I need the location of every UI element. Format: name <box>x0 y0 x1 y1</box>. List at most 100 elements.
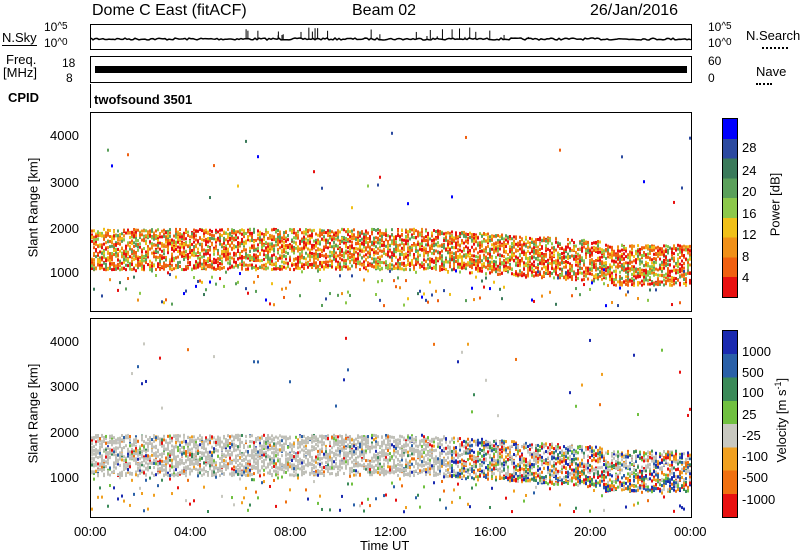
echo-cell <box>209 263 211 267</box>
echo-cell <box>109 473 111 477</box>
echo-cell <box>505 257 507 261</box>
echo-cell <box>651 282 653 286</box>
echo-cell <box>95 237 97 241</box>
echo-cell <box>571 238 573 242</box>
echo-cell <box>679 255 681 259</box>
echo-cell <box>511 272 513 276</box>
echo-cell <box>127 447 129 451</box>
echo-cell <box>649 276 651 280</box>
echo-cell <box>99 445 101 449</box>
echo-cell <box>559 256 561 260</box>
echo-cell <box>181 268 183 272</box>
echo-cell <box>347 257 349 261</box>
echo-cell <box>217 252 219 256</box>
echo-cell <box>663 263 665 267</box>
echo-cell <box>333 237 335 241</box>
echo-cell <box>333 231 335 235</box>
echo-cell <box>639 259 641 263</box>
echo-cell <box>257 249 259 253</box>
echo-cell <box>493 242 495 246</box>
echo-cell <box>267 258 269 262</box>
echo-cell <box>651 267 653 271</box>
echo-cell <box>245 267 247 271</box>
echo-cell <box>609 267 611 271</box>
echo-cell <box>153 434 155 438</box>
echo-cell <box>219 254 221 258</box>
echo-cell <box>369 236 371 240</box>
echo-cell <box>527 266 529 270</box>
echo-cell <box>655 267 657 271</box>
echo-cell <box>559 242 561 246</box>
echo-cell <box>289 244 291 248</box>
echo-cell <box>187 233 189 237</box>
echo-cell <box>185 240 187 244</box>
echo-cell <box>675 277 677 281</box>
echo-cell <box>155 458 157 462</box>
noise-tick-left-top-exp: ^5 <box>57 21 68 32</box>
echo-cell <box>95 469 97 473</box>
echo-cell <box>409 262 411 266</box>
echo-cell <box>659 250 661 254</box>
echo-cell <box>389 235 391 239</box>
echo-cell <box>663 266 665 270</box>
echo-cell <box>127 464 129 468</box>
echo-cell <box>99 442 101 446</box>
echo-cell <box>381 244 383 248</box>
echo-cell <box>227 239 229 243</box>
echo-cell <box>237 184 239 188</box>
echo-cell <box>281 249 283 253</box>
echo-cell <box>595 246 597 250</box>
echo-cell <box>687 250 689 254</box>
echo-cell <box>537 266 539 270</box>
echo-cell <box>177 238 179 242</box>
echo-cell <box>279 230 281 234</box>
echo-cell <box>157 240 159 244</box>
echo-cell <box>247 267 249 271</box>
echo-cell <box>645 253 647 257</box>
echo-cell <box>681 269 683 273</box>
echo-cell <box>131 241 133 245</box>
echo-cell <box>145 242 147 246</box>
echo-cell <box>139 452 141 456</box>
echo-cell <box>575 275 577 279</box>
echo-cell <box>381 239 383 243</box>
echo-cell <box>655 252 657 256</box>
echo-cell <box>145 434 147 438</box>
echo-cell <box>351 245 353 249</box>
echo-cell <box>117 437 119 441</box>
echo-cell <box>213 164 215 168</box>
echo-cell <box>185 249 187 253</box>
echo-cell <box>557 259 559 263</box>
echo-cell <box>223 266 225 270</box>
echo-cell <box>541 245 543 249</box>
echo-cell <box>271 238 273 242</box>
echo-cell <box>475 263 477 267</box>
echo-cell <box>93 436 95 440</box>
echo-cell <box>243 261 245 265</box>
echo-cell <box>447 231 449 235</box>
echo-cell <box>505 268 507 272</box>
echo-cell <box>301 254 303 258</box>
echo-cell <box>213 246 215 250</box>
echo-cell <box>169 242 171 246</box>
echo-cell <box>133 254 135 258</box>
echo-cell <box>539 236 541 240</box>
echo-cell <box>193 254 195 258</box>
echo-cell <box>201 238 203 242</box>
echo-cell <box>519 269 521 273</box>
echo-cell <box>549 271 551 275</box>
echo-cell <box>659 273 661 277</box>
echo-cell <box>583 270 585 274</box>
echo-cell <box>681 263 683 267</box>
echo-cell <box>617 265 619 269</box>
echo-cell <box>433 238 435 242</box>
echo-cell <box>115 459 117 463</box>
echo-cell <box>215 247 217 251</box>
echo-cell <box>231 256 233 260</box>
echo-cell <box>201 280 203 284</box>
echo-cell <box>343 261 345 265</box>
echo-cell <box>315 252 317 256</box>
echo-cell <box>113 249 115 253</box>
echo-cell <box>99 256 101 260</box>
echo-cell <box>625 275 627 279</box>
